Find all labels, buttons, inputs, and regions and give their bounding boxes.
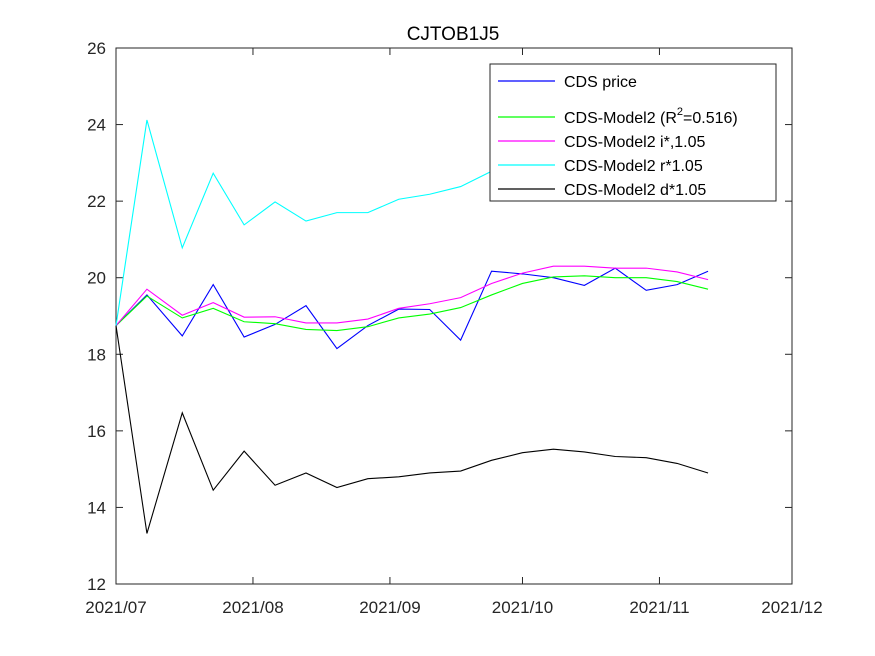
x-axis: 2021/07 2021/08 2021/09 2021/10 2021/11 2021/… xyxy=(85,48,823,617)
y-tick-label: 12 xyxy=(87,575,106,594)
legend-label-4: CDS-Model2 r*1.05 xyxy=(564,158,703,175)
y-axis: 12 14 16 18 20 22 24 26 xyxy=(87,39,792,594)
legend-label-part: CDS-Model2 (R xyxy=(564,110,677,127)
series-line-4 xyxy=(115,119,492,326)
y-tick-label: 16 xyxy=(87,422,106,441)
x-tick-label: 2021/11 xyxy=(629,598,689,617)
series-line-5 xyxy=(115,325,709,534)
y-tick-label: 20 xyxy=(87,269,106,288)
legend-box xyxy=(489,63,777,202)
legend-label-2: CDS-Model2 (R2=0.516) xyxy=(564,106,738,127)
y-tick-label: 26 xyxy=(87,39,106,58)
y-tick-label: 24 xyxy=(87,116,106,135)
legend-label-1: CDS price xyxy=(564,74,637,91)
y-tick-label: 22 xyxy=(87,192,106,211)
series-layer xyxy=(115,119,709,534)
series-line-2 xyxy=(115,275,709,332)
legend-label-3: CDS-Model2 i*,1.05 xyxy=(564,134,706,151)
legend-label-5: CDS-Model2 d*1.05 xyxy=(564,182,706,199)
x-tick-label: 2021/12 xyxy=(761,598,822,617)
chart-title: CJTOB1J5 xyxy=(407,24,500,45)
y-tick-label: 14 xyxy=(87,498,106,517)
x-tick-label: 2021/09 xyxy=(359,598,420,617)
series-line-3 xyxy=(115,265,709,326)
legend-label-superscript: 2 xyxy=(677,106,683,118)
legend-label-part: =0.516) xyxy=(683,110,738,127)
x-tick-label: 2021/08 xyxy=(222,598,283,617)
y-tick-label: 18 xyxy=(87,345,106,364)
x-tick-label: 2021/07 xyxy=(85,598,146,617)
series-line-1 xyxy=(115,267,709,350)
x-tick-label: 2021/10 xyxy=(492,598,553,617)
